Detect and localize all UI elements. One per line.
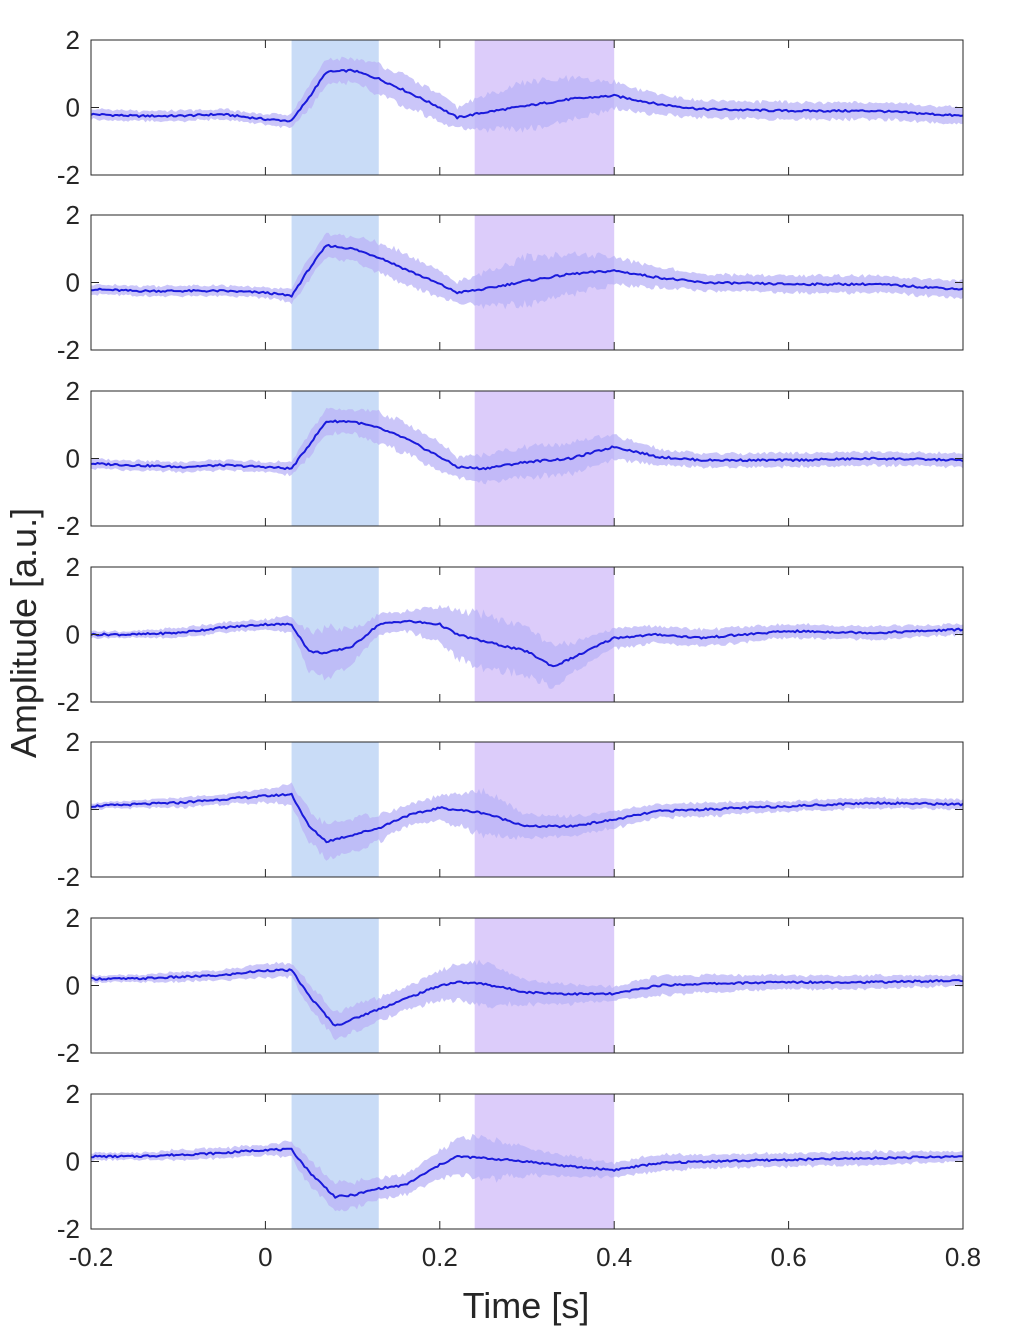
- error-band: [91, 604, 963, 689]
- y-tick-label: 0: [66, 93, 80, 123]
- y-tick-label: -2: [57, 160, 80, 190]
- mean-trace: [90, 968, 964, 1027]
- panel-1: -2 0 2: [57, 25, 964, 190]
- x-tick-label: 0.2: [422, 1242, 458, 1272]
- x-tick-label: 0.6: [771, 1242, 807, 1272]
- x-axis-label: Time [s]: [463, 1285, 590, 1326]
- y-tick-label: -2: [57, 511, 80, 541]
- y-tick-label: 2: [66, 200, 80, 230]
- error-band: [91, 782, 963, 861]
- y-tick-label: 0: [66, 971, 80, 1001]
- y-tick-label: 2: [66, 552, 80, 582]
- panel-6: -2 0 2: [57, 903, 964, 1068]
- y-tick-label: 0: [66, 268, 80, 298]
- panel-3: -2 0 2: [57, 376, 964, 541]
- y-tick-label: 2: [66, 1079, 80, 1109]
- error-band: [91, 407, 963, 485]
- x-tick-labels: -0.2 0 0.2 0.4 0.6 0.8: [69, 1242, 981, 1272]
- y-tick-label: 2: [66, 727, 80, 757]
- y-tick-label: 2: [66, 903, 80, 933]
- error-band: [91, 56, 963, 133]
- mean-trace: [90, 419, 964, 471]
- y-tick-label: -2: [57, 335, 80, 365]
- x-tick-label: 0: [258, 1242, 272, 1272]
- y-tick-label: 0: [66, 620, 80, 650]
- y-tick-label: 0: [66, 1147, 80, 1177]
- panels-group: -2 0 2 -2 0 2 -2 0 2 -2 0 2 -2 0 2 -2 0 2 -2 0 2: [57, 25, 964, 1244]
- panel-7: -2 0 2: [57, 1079, 964, 1244]
- x-tick-label: 0.4: [596, 1242, 632, 1272]
- mean-trace: [91, 1147, 964, 1199]
- y-tick-label: -2: [57, 862, 80, 892]
- y-tick-label: 2: [66, 376, 80, 406]
- y-tick-label: 0: [66, 795, 80, 825]
- error-band: [91, 232, 963, 310]
- y-tick-label: -2: [57, 1038, 80, 1068]
- panel-5: -2 0 2: [57, 727, 964, 892]
- mean-trace: [90, 68, 964, 123]
- x-tick-label: -0.2: [69, 1242, 114, 1272]
- y-tick-label: 2: [66, 25, 80, 55]
- mean-trace: [91, 243, 964, 298]
- y-axis-label: Amplitude [a.u.]: [3, 508, 44, 758]
- error-band: [91, 959, 963, 1041]
- y-tick-label: -2: [57, 1214, 80, 1244]
- mean-trace: [90, 792, 964, 844]
- y-tick-label: -2: [57, 687, 80, 717]
- x-tick-label: 0.8: [945, 1242, 981, 1272]
- mean-trace: [90, 619, 964, 668]
- panel-4: -2 0 2: [57, 552, 964, 717]
- y-tick-label: 0: [66, 444, 80, 474]
- error-band: [91, 1133, 963, 1212]
- panel-2: -2 0 2: [57, 200, 964, 365]
